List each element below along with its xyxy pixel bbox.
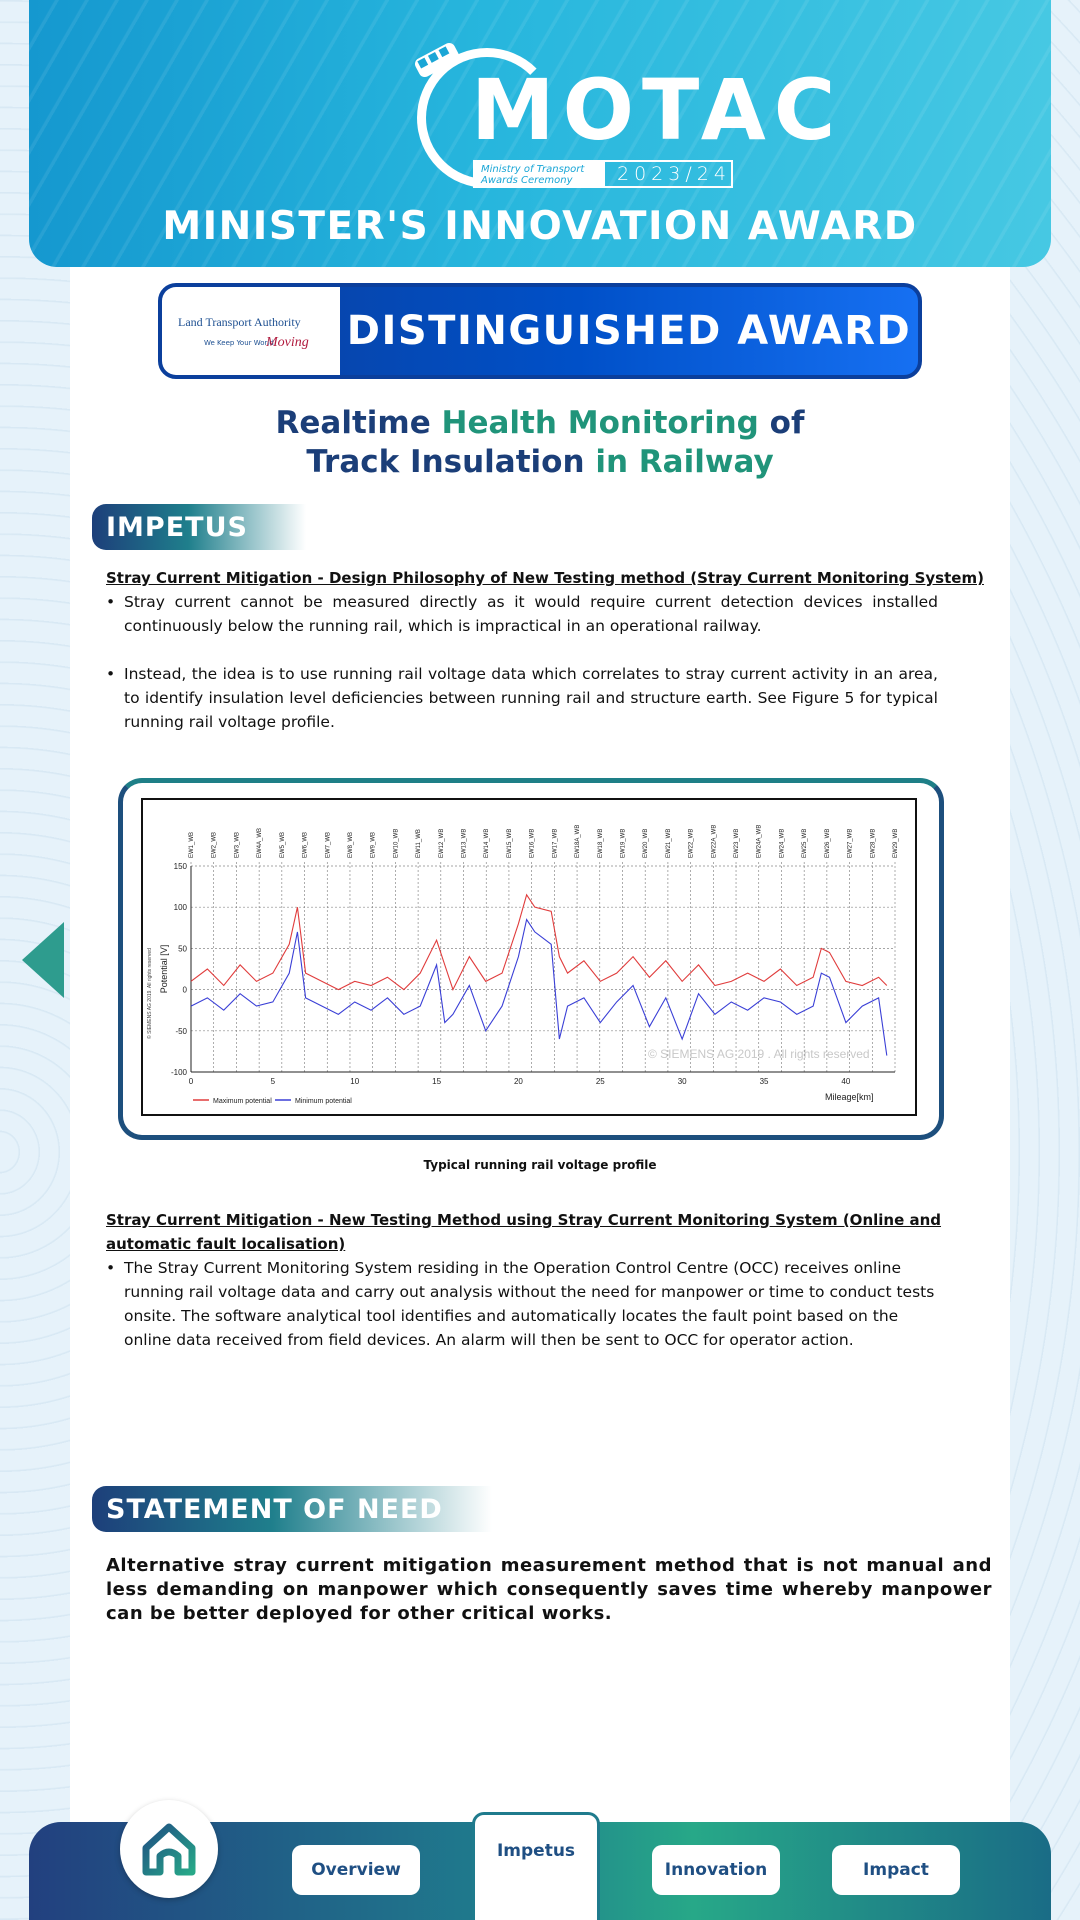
station-label: EW24A_WB — [757, 825, 763, 858]
station-label: EW17_WB — [552, 829, 558, 858]
station-label: EW4A_WB — [257, 828, 263, 858]
station-label: EW14_WB — [484, 829, 490, 858]
x-tick-label: 30 — [678, 1077, 687, 1086]
voltage-chart: -100 -50 0 50 100 150 0 5 10 15 20 25 30 35 40 EW1_WB EW… — [141, 798, 917, 1116]
nav-innovation-button[interactable]: Innovation — [652, 1845, 780, 1895]
logo-text: MOTAC — [471, 61, 844, 159]
logo-subtitle: Ministry of Transport Awards Ceremony 20… — [473, 160, 733, 188]
award-banner: Land Transport Authority We Keep Your Wo… — [158, 283, 922, 379]
station-label: EW2_WB — [212, 832, 218, 858]
x-tick-label: 5 — [271, 1077, 276, 1086]
figure-caption: Typical running rail voltage profile — [423, 1158, 657, 1172]
home-icon — [142, 1823, 196, 1876]
lta-tagline: We Keep Your World — [204, 339, 274, 347]
lta-moving: Moving — [266, 335, 309, 350]
award-category-title: MINISTER'S INNOVATION AWARD — [162, 204, 918, 249]
station-label: EW27_WB — [848, 829, 854, 858]
y-axis-label: Potential [V] — [159, 945, 169, 994]
need-heading: STATEMENT OF NEED — [92, 1486, 492, 1532]
impetus-bullet-3: The Stray Current Monitoring System resi… — [106, 1256, 946, 1352]
x-tick-label: 15 — [432, 1077, 441, 1086]
impetus-subheading-2: Stray Current Mitigation - New Testing M… — [106, 1211, 942, 1253]
station-label: EW23_WB — [734, 829, 740, 858]
station-label: EW22_WB — [689, 829, 695, 858]
station-label: EW15_WB — [507, 829, 513, 858]
lta-logo: Land Transport Authority We Keep Your Wo… — [162, 287, 340, 375]
legend-label: Maximum potential — [213, 1098, 272, 1105]
series-line-max — [190, 893, 888, 992]
station-label: EW10_WB — [393, 829, 399, 858]
award-title: DISTINGUISHED AWARD — [346, 308, 912, 354]
station-label: EW21_WB — [666, 829, 672, 858]
station-label: EW26_WB — [825, 829, 831, 858]
x-tick-label: 0 — [189, 1077, 194, 1086]
station-label: EW12_WB — [439, 829, 445, 858]
series-line-min — [190, 918, 888, 1056]
title-part: Health Monitoring — [441, 405, 759, 441]
y-tick-label: 0 — [183, 986, 188, 995]
motac-logo: MOTAC Ministry of Transport Awards Cerem… — [409, 38, 835, 188]
nav-impetus-tab[interactable]: Impetus — [472, 1812, 600, 1920]
x-tick-label: 40 — [841, 1077, 850, 1086]
legend-label: Minimum potential — [295, 1098, 352, 1105]
x-tick-label: 10 — [350, 1077, 359, 1086]
copyright-note: © SIEMENS AG 2019. All rights reserved — [146, 948, 153, 1039]
logo-ceremony-text: Ministry of Transport Awards Ceremony — [475, 162, 605, 186]
x-tick-label: 20 — [514, 1077, 523, 1086]
station-label: EW3_WB — [234, 832, 240, 858]
previous-arrow-icon[interactable] — [22, 922, 64, 998]
station-label: EW7_WB — [325, 832, 331, 858]
x-tick-label: 35 — [760, 1077, 769, 1086]
station-label: EW6_WB — [303, 832, 309, 858]
station-label: EW16_WB — [530, 829, 536, 858]
station-label: EW20_WB — [643, 829, 649, 858]
voltage-chart-svg: -100 -50 0 50 100 150 0 5 10 15 20 25 30 35 40 EW1_WB EW… — [146, 825, 899, 1105]
station-label: EW24_WB — [779, 829, 785, 858]
lta-name: Land Transport Authority — [178, 315, 301, 329]
station-label: EW22A_WB — [711, 825, 717, 858]
train-icon — [414, 42, 460, 78]
impetus-bullet-1: Stray current cannot be measured directl… — [106, 590, 938, 638]
station-label: EW8_WB — [348, 832, 354, 858]
y-tick-label: 150 — [174, 862, 188, 871]
x-tick-label: 25 — [596, 1077, 605, 1086]
impetus-bullet-2: Instead, the idea is to use running rail… — [106, 662, 938, 734]
x-axis-label: Mileage[km] — [825, 1092, 874, 1102]
title-part: Track Insulation — [306, 444, 585, 480]
y-tick-label: -50 — [175, 1027, 187, 1036]
y-tick-label: 100 — [174, 903, 188, 912]
station-label: EW1_WB — [189, 832, 195, 858]
title-part: Realtime — [275, 405, 442, 441]
watermark: © SIEMENS AG 2019 . All rights reserved — [648, 1047, 870, 1061]
station-label: EW19_WB — [620, 829, 626, 858]
title-part: of — [758, 405, 805, 441]
station-label: EW9_WB — [371, 832, 377, 858]
title-part: in Railway — [584, 444, 774, 480]
y-tick-label: 50 — [178, 944, 187, 953]
station-label: EW29_WB — [893, 829, 899, 858]
y-tick-label: -100 — [171, 1068, 188, 1077]
station-label: EW5_WB — [280, 832, 286, 858]
nav-overview-button[interactable]: Overview — [292, 1845, 420, 1895]
nav-impact-button[interactable]: Impact — [832, 1845, 960, 1895]
station-label: EW25_WB — [802, 829, 808, 858]
station-label: EW28_WB — [870, 829, 876, 858]
project-title: Realtime Health Monitoring of Track Insu… — [150, 404, 930, 482]
logo-year: 2023/24 — [617, 163, 731, 185]
station-label: EW18_WB — [598, 829, 604, 858]
impetus-heading: IMPETUS — [92, 504, 306, 550]
station-label: EW13_WB — [462, 829, 468, 858]
station-label: EW11_WB — [416, 829, 422, 858]
header-banner: MOTAC Ministry of Transport Awards Cerem… — [29, 0, 1051, 267]
need-text: Alternative stray current mitigation mea… — [106, 1555, 992, 1624]
station-label: EW18A_WB — [575, 825, 581, 858]
home-button[interactable] — [120, 1800, 218, 1898]
impetus-subheading-1: Stray Current Mitigation - Design Philos… — [106, 569, 984, 587]
